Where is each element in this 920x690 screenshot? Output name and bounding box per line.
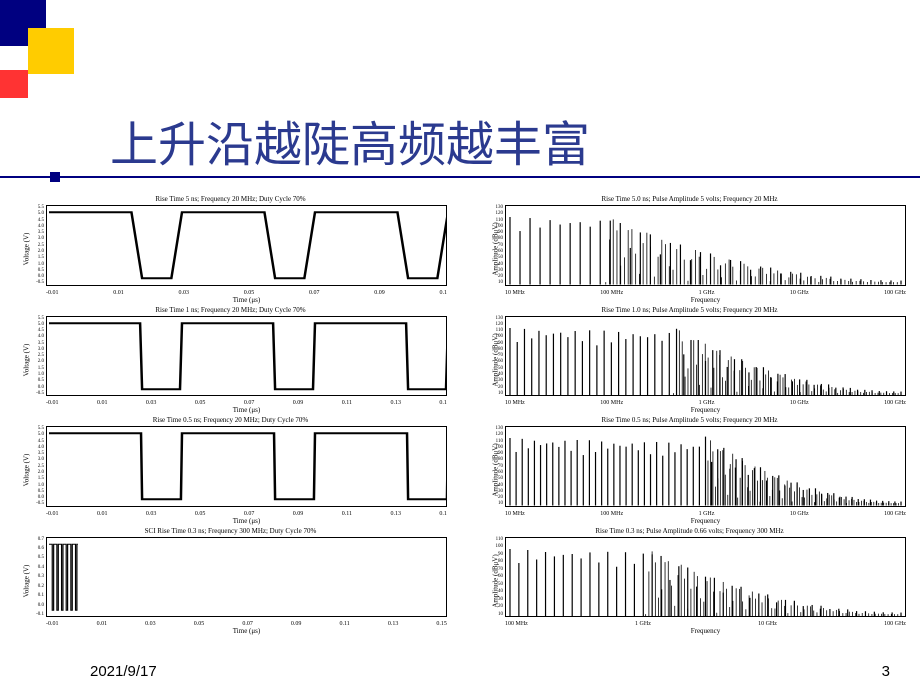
- plot-area: [46, 426, 447, 507]
- panel-title: SCI Rise Time 0.3 ns; Frequency 300 MHz;…: [8, 527, 453, 535]
- freq-panel: Rise Time 5.0 ns; Pulse Amplitude 5 volt…: [467, 195, 912, 304]
- slide-corner-decoration: [0, 0, 92, 185]
- charts-grid: Rise Time 5 ns; Frequency 20 MHz; Duty C…: [8, 195, 912, 635]
- panel-title: Rise Time 1.0 ns; Pulse Amplitude 5 volt…: [467, 306, 912, 314]
- x-axis-label: Frequency: [505, 406, 906, 414]
- plot-area: [505, 426, 906, 507]
- panel-title: Rise Time 1 ns; Frequency 20 MHz; Duty C…: [8, 306, 453, 314]
- panel-title: Rise Time 5 ns; Frequency 20 MHz; Duty C…: [8, 195, 453, 203]
- time-panel: SCI Rise Time 0.3 ns; Frequency 300 MHz;…: [8, 527, 453, 636]
- time-panel: Rise Time 0.5 ns; Frequency 20 MHz; Duty…: [8, 416, 453, 525]
- plot-area: [505, 205, 906, 286]
- plot-area: [46, 205, 447, 286]
- y-ticks: 130120110100908070605040302010: [485, 205, 503, 286]
- y-ticks: 130120110100908070605040302010: [485, 426, 503, 507]
- footer-page-number: 3: [882, 663, 890, 680]
- plot-area: [46, 316, 447, 397]
- x-axis-label: Time (μs): [46, 517, 447, 525]
- x-axis-label: Time (μs): [46, 406, 447, 414]
- plot-area: [46, 537, 447, 618]
- plot-area: [505, 316, 906, 397]
- y-ticks: 5.55.04.54.03.53.02.52.01.51.00.50.0-0.5: [26, 316, 44, 397]
- footer-date: 2021/9/17: [90, 663, 157, 680]
- y-ticks: 130120110100908070605040302010: [485, 316, 503, 397]
- deco-horizontal-bar: [0, 176, 920, 178]
- deco-small-square: [50, 172, 60, 182]
- x-axis-label: Frequency: [505, 296, 906, 304]
- freq-panel: Rise Time 0.3 ns; Pulse Amplitude 0.66 v…: [467, 527, 912, 636]
- y-ticks: 0.70.60.50.40.30.20.10.0-0.1: [26, 537, 44, 618]
- x-axis-label: Time (μs): [46, 296, 447, 304]
- freq-panel: Rise Time 1.0 ns; Pulse Amplitude 5 volt…: [467, 306, 912, 415]
- x-axis-label: Frequency: [505, 627, 906, 635]
- x-axis-label: Time (μs): [46, 627, 447, 635]
- panel-title: Rise Time 5.0 ns; Pulse Amplitude 5 volt…: [467, 195, 912, 203]
- time-panel: Rise Time 5 ns; Frequency 20 MHz; Duty C…: [8, 195, 453, 304]
- freq-panel: Rise Time 0.5 ns; Pulse Amplitude 5 volt…: [467, 416, 912, 525]
- panel-title: Rise Time 0.5 ns; Pulse Amplitude 5 volt…: [467, 416, 912, 424]
- x-axis-label: Frequency: [505, 517, 906, 525]
- plot-area: [505, 537, 906, 618]
- y-ticks: 5.55.04.54.03.53.02.52.01.51.00.50.0-0.5: [26, 205, 44, 286]
- panel-title: Rise Time 0.5 ns; Frequency 20 MHz; Duty…: [8, 416, 453, 424]
- time-panel: Rise Time 1 ns; Frequency 20 MHz; Duty C…: [8, 306, 453, 415]
- deco-square-red: [0, 70, 28, 98]
- panel-title: Rise Time 0.3 ns; Pulse Amplitude 0.66 v…: [467, 527, 912, 535]
- deco-square-yellow: [28, 28, 74, 74]
- y-ticks: 110100908070605040302010: [485, 537, 503, 618]
- y-ticks: 5.55.04.54.03.53.02.52.01.51.00.50.0-0.5: [26, 426, 44, 507]
- slide-title: 上升沿越陡高频越丰富: [110, 105, 590, 175]
